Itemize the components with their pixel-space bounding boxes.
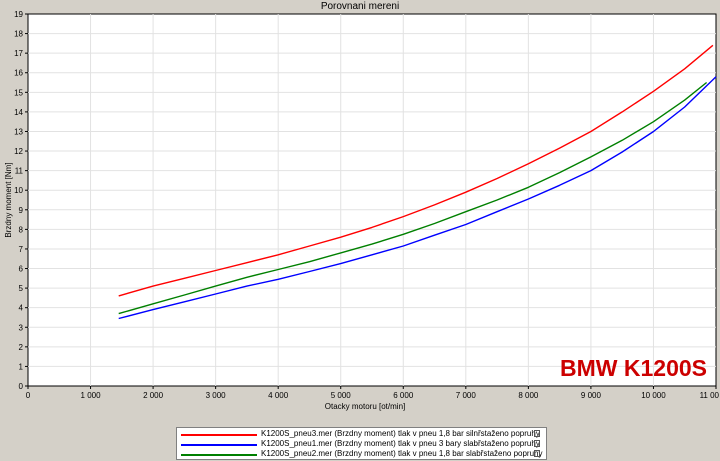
x-tick-label: 10 000 [641, 391, 666, 400]
legend-checkbox[interactable] [534, 440, 540, 447]
y-tick-label: 3 [19, 323, 24, 332]
y-axis-label: Brzdny moment [Nm] [4, 162, 13, 237]
x-axis-label: Otacky motoru [ot/min] [325, 402, 405, 411]
x-tick-label: 2 000 [143, 391, 164, 400]
legend-label: K1200S_pneu3.mer (Brzdny moment) tlak v … [261, 429, 540, 438]
y-tick-label: 17 [14, 49, 23, 58]
y-tick-label: 9 [19, 206, 24, 215]
grid [28, 14, 716, 386]
legend-checkbox[interactable] [534, 450, 540, 457]
legend-label: K1200S_pneu1.mer (Brzdny moment) tlak v … [261, 439, 540, 448]
y-tick-label: 14 [14, 108, 23, 117]
x-tick-label: 1 000 [81, 391, 102, 400]
legend-label: K1200S_pneu2.mer (Brzdny moment) tlak v … [261, 449, 543, 458]
y-tick-label: 15 [14, 88, 23, 97]
y-tick-label: 12 [14, 147, 23, 156]
series-line-2 [118, 81, 708, 315]
x-tick-label: 3 000 [206, 391, 227, 400]
x-tick-label: 0 [26, 391, 31, 400]
series-group [118, 44, 717, 320]
y-tick-label: 6 [19, 265, 24, 274]
y-tick-label: 19 [14, 10, 23, 19]
legend-checkbox[interactable] [534, 430, 540, 437]
legend-swatch-red [181, 434, 257, 436]
y-tick-label: 4 [19, 304, 24, 313]
series-line-1 [118, 76, 717, 320]
legend-swatch-blue [181, 444, 257, 446]
x-tick-label: 4 000 [268, 391, 289, 400]
legend-item[interactable]: K1200S_pneu3.mer (Brzdny moment) tlak v … [181, 429, 546, 439]
legend-swatch-green [181, 454, 257, 456]
y-tick-label: 18 [14, 30, 23, 39]
legend: K1200S_pneu3.mer (Brzdny moment) tlak v … [176, 427, 547, 460]
chart-title: Porovnani mereni [320, 1, 400, 12]
watermark-annotation: BMW K1200S [560, 355, 707, 381]
y-tick-label: 13 [14, 127, 23, 136]
legend-item[interactable]: K1200S_pneu2.mer (Brzdny moment) tlak v … [181, 449, 546, 459]
x-tick-label: 7 000 [456, 391, 477, 400]
plot-area [27, 13, 717, 387]
y-tick-label: 7 [19, 245, 24, 254]
series-line-0 [118, 44, 714, 297]
x-tick-label: 9 000 [581, 391, 602, 400]
y-tick-label: 11 [15, 167, 24, 176]
x-axis: 0 1 000 2 000 3 000 4 000 5 000 6 000 7 000 8 00… [26, 386, 720, 400]
y-tick-label: 2 [19, 343, 24, 352]
y-tick-label: 5 [19, 284, 24, 293]
x-tick-label: 6 000 [393, 391, 414, 400]
x-tick-label: 8 000 [518, 391, 539, 400]
x-tick-label: 11 00 [700, 391, 720, 400]
y-tick-label: 16 [14, 69, 23, 78]
x-tick-label: 5 000 [331, 391, 352, 400]
y-tick-label: 10 [14, 186, 23, 195]
y-tick-label: 1 [19, 362, 24, 371]
y-tick-label: 8 [19, 225, 24, 234]
legend-item[interactable]: K1200S_pneu1.mer (Brzdny moment) tlak v … [181, 439, 546, 449]
y-tick-label: 0 [19, 382, 24, 391]
